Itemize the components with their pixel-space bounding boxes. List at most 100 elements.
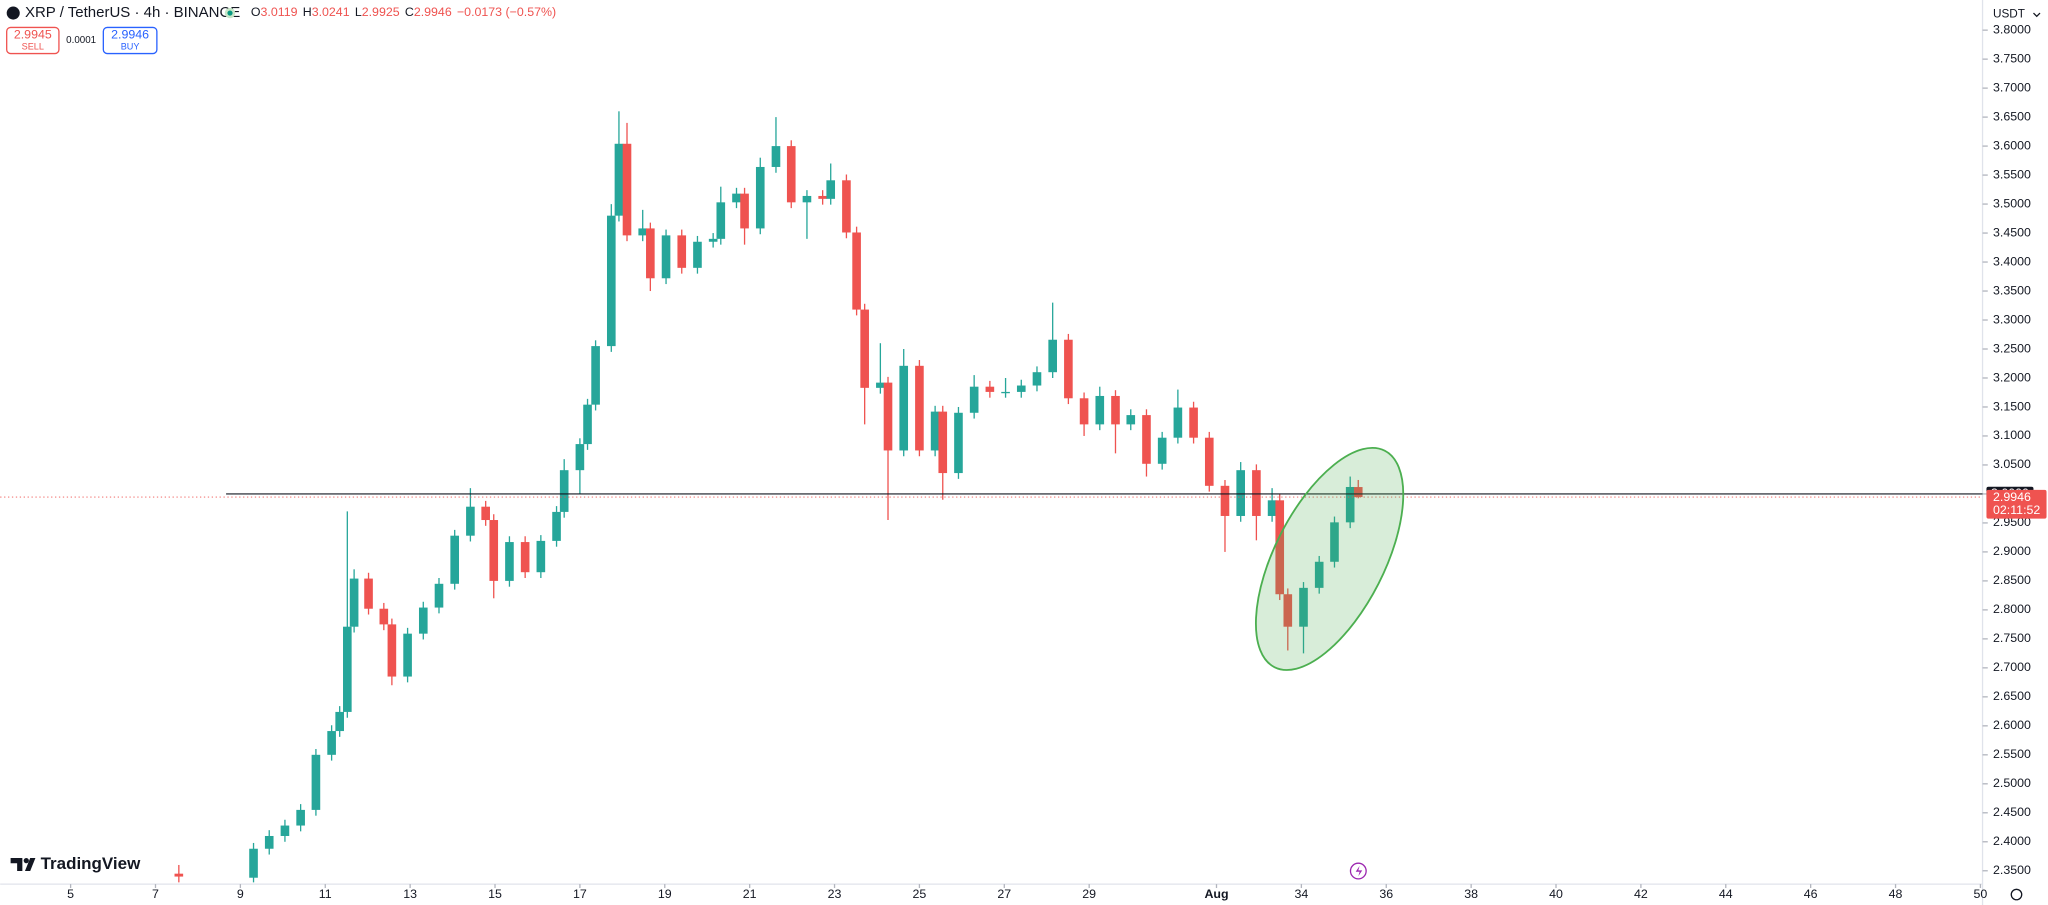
candle-body: [450, 535, 460, 584]
candle-body: [969, 386, 979, 413]
candle-body: [434, 583, 444, 608]
candle-body: [622, 143, 632, 236]
y-tick-label: 3.1500: [1993, 399, 2031, 413]
sell-label[interactable]: SELL: [22, 41, 44, 51]
x-tick-label: 44: [1719, 887, 1733, 901]
candle-body: [387, 624, 397, 677]
last-price-label: 2.9946: [1993, 490, 2031, 504]
candle-body: [343, 626, 352, 712]
candle-body: [311, 754, 321, 810]
x-tick-label: 19: [658, 887, 672, 901]
candle-body: [1353, 487, 1363, 498]
y-tick-label: 3.5000: [1993, 196, 2031, 210]
y-tick-label: 2.3500: [1993, 863, 2031, 877]
candle-body: [716, 202, 726, 239]
candle-body: [915, 365, 924, 451]
currency-selector[interactable]: USDT: [1993, 7, 2025, 20]
ohlc-key: O: [251, 5, 261, 19]
y-tick-label: 2.8500: [1993, 573, 2031, 587]
y-tick-label: 2.4500: [1993, 805, 2031, 819]
x-tick-label: 11: [319, 887, 332, 901]
candle-body: [771, 146, 781, 167]
candle-body: [802, 195, 812, 203]
x-tick-label: 42: [1634, 887, 1648, 901]
candle-body: [755, 166, 765, 229]
candle-body: [379, 608, 389, 625]
x-tick-label: 7: [152, 887, 159, 901]
sell-button[interactable]: [6, 26, 60, 55]
candle-body: [520, 542, 530, 573]
logo-dot: [23, 857, 29, 864]
candle-body: [786, 146, 796, 203]
candle-body: [1142, 415, 1151, 464]
y-tick-label: 2.5500: [1993, 747, 2031, 761]
candle-body: [883, 382, 893, 451]
buy-label[interactable]: BUY: [121, 41, 140, 51]
buy-button[interactable]: [102, 26, 158, 55]
candle-body: [327, 731, 336, 755]
candle-body: [1236, 470, 1245, 516]
sell-price[interactable]: 2.9945: [14, 28, 52, 42]
spread: 0.0001: [66, 35, 96, 46]
ohlc-key: H: [303, 5, 312, 19]
x-tick-label: 25: [913, 887, 927, 901]
event-bolt[interactable]: [1355, 865, 1363, 877]
candle-body: [1275, 500, 1285, 595]
y-tick-label: 3.7500: [1993, 51, 2031, 65]
candle-body: [466, 506, 475, 536]
y-tick-label: 3.2000: [1993, 370, 2031, 384]
y-tick-label: 3.3000: [1993, 312, 2031, 326]
candle-body: [1283, 594, 1293, 627]
candle-body: [1220, 485, 1230, 516]
candle-body: [1001, 391, 1010, 394]
candle-body: [1111, 395, 1120, 425]
y-tick-label: 3.0500: [1993, 457, 2031, 471]
candle-body: [693, 241, 702, 268]
y-tick-label: 3.8000: [1993, 22, 2031, 36]
candle-body: [1048, 339, 1057, 373]
candle-body: [349, 578, 359, 627]
x-tick-label: 13: [403, 887, 417, 901]
candle-body: [280, 825, 290, 836]
ohlc-key: C: [405, 5, 414, 19]
candle-body: [899, 365, 909, 451]
candle-body: [614, 143, 624, 216]
change: −0.0173 (−0.57%): [457, 5, 556, 19]
x-tick-label: 23: [828, 887, 842, 901]
candle-body: [1267, 500, 1277, 516]
candle-body: [249, 848, 258, 878]
x-tick-label: 21: [743, 887, 757, 901]
candle-body: [938, 411, 948, 474]
candle-body: [536, 540, 546, 573]
x-tick-label: 36: [1379, 887, 1393, 901]
candle-body: [1204, 437, 1214, 486]
y-tick-label: 3.6000: [1993, 138, 2031, 152]
buy-price[interactable]: 2.9946: [111, 28, 149, 42]
market-status-dot: [227, 10, 233, 16]
candle-body: [364, 578, 373, 609]
last-price-box: [1986, 489, 2047, 519]
ohlc-key: L: [355, 5, 362, 19]
candle-body: [646, 228, 655, 279]
candle-body: [505, 542, 514, 581]
highlight-ellipse: [1254, 446, 1405, 671]
x-tick-label: 9: [237, 887, 244, 901]
candle-body: [481, 506, 490, 521]
settings-icon[interactable]: [2010, 888, 2023, 901]
candle-body: [559, 470, 569, 512]
candle-body: [591, 346, 600, 405]
logo-icon: [10, 857, 36, 872]
candle-body: [1299, 587, 1308, 627]
candle-body: [638, 228, 648, 236]
x-tick-label: 17: [573, 887, 587, 901]
plot-area: [0, 111, 1983, 883]
currency-caret[interactable]: [2033, 12, 2041, 18]
candle-body: [1157, 437, 1167, 464]
candle-body: [876, 382, 885, 388]
candle-body: [740, 193, 749, 229]
y-tick-label: 2.9500: [1993, 515, 2031, 529]
candle-body: [575, 444, 585, 471]
candle-body: [264, 835, 274, 849]
candle-body: [1345, 486, 1355, 523]
